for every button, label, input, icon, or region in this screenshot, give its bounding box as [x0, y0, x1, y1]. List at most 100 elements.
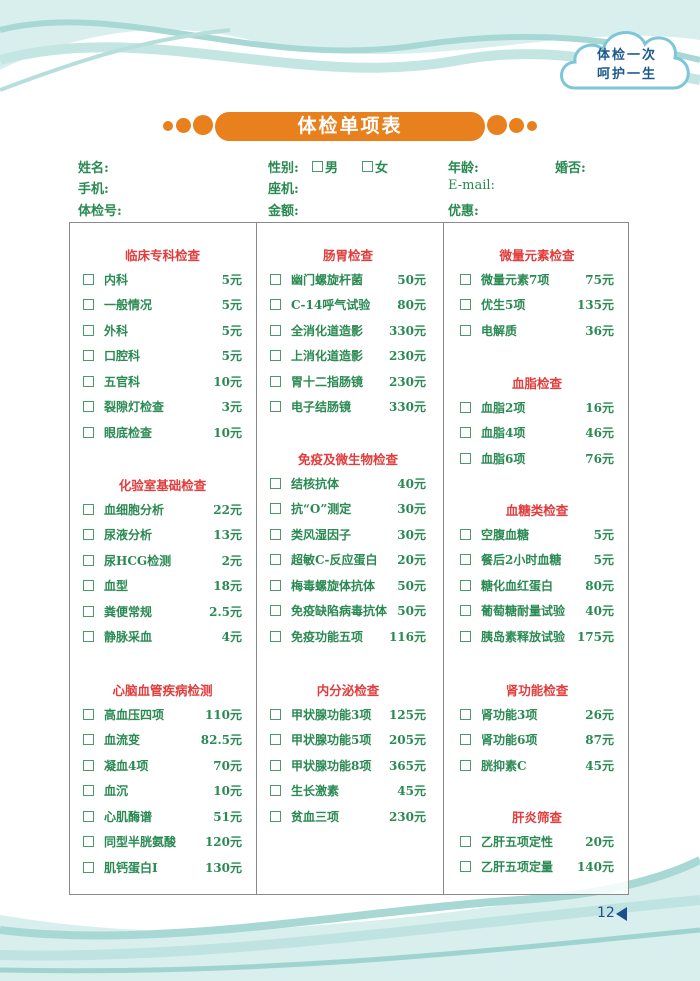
exam-item[interactable]: 免疫功能五项 116元 — [270, 628, 426, 646]
exam-item[interactable]: 血脂6项 76元 — [460, 450, 614, 468]
item-checkbox[interactable] — [460, 554, 471, 565]
item-checkbox[interactable] — [460, 759, 471, 771]
exam-item[interactable]: 免疫缺陷病毒抗体 50元 — [270, 602, 426, 620]
exam-item[interactable]: 优生5项 135元 — [460, 296, 614, 314]
exam-item[interactable]: 静脉采血 4元 — [83, 628, 242, 646]
exam-item[interactable]: C-14呼气试验 80元 — [270, 296, 426, 314]
item-checkbox[interactable] — [83, 299, 94, 310]
exam-item[interactable]: 上消化道造影 230元 — [270, 347, 426, 365]
item-checkbox[interactable] — [460, 427, 471, 438]
item-checkbox[interactable] — [83, 836, 94, 847]
item-checkbox[interactable] — [83, 605, 94, 617]
item-checkbox[interactable] — [83, 708, 94, 720]
item-checkbox[interactable] — [83, 734, 94, 745]
exam-item[interactable]: 高血压四项 110元 — [83, 706, 242, 724]
exam-item[interactable]: 尿液分析 13元 — [83, 526, 242, 544]
exam-item[interactable]: 内科 5元 — [83, 271, 242, 289]
exam-item[interactable]: 血细胞分析 22元 — [83, 501, 242, 519]
exam-item[interactable]: 血流变 82.5元 — [83, 731, 242, 749]
item-checkbox[interactable] — [83, 631, 94, 642]
item-checkbox[interactable] — [270, 350, 281, 361]
item-checkbox[interactable] — [270, 605, 281, 616]
exam-item[interactable]: 同型半胱氨酸 120元 — [83, 833, 242, 851]
exam-item[interactable]: 口腔科 5元 — [83, 347, 242, 365]
exam-item[interactable]: 血脂4项 46元 — [460, 424, 614, 442]
exam-item[interactable]: 凝血4项 70元 — [83, 757, 242, 775]
item-checkbox[interactable] — [83, 503, 94, 515]
exam-item[interactable]: 血脂2项 16元 — [460, 399, 614, 417]
exam-item[interactable]: 糖化血红蛋白 80元 — [460, 577, 614, 595]
item-checkbox[interactable] — [460, 324, 471, 336]
exam-item[interactable]: 肌钙蛋白I 130元 — [83, 859, 242, 877]
item-checkbox[interactable] — [270, 708, 281, 720]
exam-item[interactable]: 葡萄糖耐量试验 40元 — [460, 602, 614, 620]
exam-item[interactable]: 心肌酶谱 51元 — [83, 808, 242, 826]
exam-item[interactable]: 超敏C-反应蛋白 20元 — [270, 551, 426, 569]
item-checkbox[interactable] — [460, 579, 471, 591]
exam-item[interactable]: 甲状腺功能8项 365元 — [270, 757, 426, 775]
item-checkbox[interactable] — [270, 401, 281, 412]
exam-item[interactable]: 尿HCG检测 2元 — [83, 552, 242, 570]
item-checkbox[interactable] — [83, 375, 94, 387]
exam-item[interactable]: 全消化道造影 330元 — [270, 322, 426, 340]
item-checkbox[interactable] — [270, 759, 281, 771]
exam-item[interactable]: 一般情况 5元 — [83, 296, 242, 314]
item-checkbox[interactable] — [270, 785, 281, 796]
exam-item[interactable]: 胱抑素C 45元 — [460, 757, 614, 775]
item-checkbox[interactable] — [460, 630, 471, 642]
exam-item[interactable]: 粪便常规 2.5元 — [83, 603, 242, 621]
item-checkbox[interactable] — [460, 708, 471, 720]
item-checkbox[interactable] — [270, 734, 281, 745]
item-checkbox[interactable] — [83, 785, 94, 796]
exam-item[interactable]: 幽门螺旋杆菌 50元 — [270, 271, 426, 289]
exam-item[interactable]: 乙肝五项定量 140元 — [460, 858, 614, 876]
exam-item[interactable]: 肾功能3项 26元 — [460, 706, 614, 724]
exam-item[interactable]: 生长激素 45元 — [270, 782, 426, 800]
exam-item[interactable]: 乙肝五项定性 20元 — [460, 833, 614, 851]
item-checkbox[interactable] — [460, 528, 471, 540]
exam-item[interactable]: 梅毒螺旋体抗体 50元 — [270, 577, 426, 595]
exam-item[interactable]: 类风湿因子 30元 — [270, 526, 426, 544]
exam-item[interactable]: 胰岛素释放试验 175元 — [460, 628, 614, 646]
exam-item[interactable]: 电子结肠镜 330元 — [270, 398, 426, 416]
item-checkbox[interactable] — [270, 299, 281, 310]
female-checkbox[interactable]: 女 — [362, 157, 388, 176]
exam-item[interactable]: 血沉 10元 — [83, 782, 242, 800]
item-checkbox[interactable] — [83, 273, 94, 285]
item-checkbox[interactable] — [460, 452, 471, 464]
exam-item[interactable]: 结核抗体 40元 — [270, 475, 426, 493]
exam-item[interactable]: 五官科 10元 — [83, 373, 242, 391]
item-checkbox[interactable] — [460, 605, 471, 616]
item-checkbox[interactable] — [270, 554, 281, 565]
item-checkbox[interactable] — [270, 375, 281, 387]
item-checkbox[interactable] — [83, 529, 94, 540]
item-checkbox[interactable] — [460, 299, 471, 310]
item-checkbox[interactable] — [270, 630, 281, 642]
item-checkbox[interactable] — [83, 759, 94, 771]
item-checkbox[interactable] — [83, 426, 94, 438]
item-checkbox[interactable] — [83, 861, 94, 873]
exam-item[interactable]: 甲状腺功能3项 125元 — [270, 706, 426, 724]
exam-item[interactable]: 餐后2小时血糖 5元 — [460, 551, 614, 569]
item-checkbox[interactable] — [270, 324, 281, 336]
exam-item[interactable]: 微量元素7项 75元 — [460, 271, 614, 289]
item-checkbox[interactable] — [270, 810, 281, 822]
item-checkbox[interactable] — [83, 401, 94, 412]
item-checkbox[interactable] — [270, 273, 281, 285]
item-checkbox[interactable] — [460, 861, 471, 872]
exam-item[interactable]: 抗“O”测定 30元 — [270, 500, 426, 518]
item-checkbox[interactable] — [83, 324, 94, 336]
item-checkbox[interactable] — [460, 401, 471, 413]
item-checkbox[interactable] — [270, 477, 281, 489]
item-checkbox[interactable] — [460, 734, 471, 745]
exam-item[interactable]: 电解质 36元 — [460, 322, 614, 340]
exam-item[interactable]: 血型 18元 — [83, 577, 242, 595]
exam-item[interactable]: 肾功能6项 87元 — [460, 731, 614, 749]
exam-item[interactable]: 眼底检查 10元 — [83, 424, 242, 442]
exam-item[interactable]: 贫血三项 230元 — [270, 808, 426, 826]
item-checkbox[interactable] — [460, 835, 471, 847]
item-checkbox[interactable] — [83, 580, 94, 591]
item-checkbox[interactable] — [83, 350, 94, 361]
male-checkbox[interactable]: 男 — [312, 157, 338, 176]
item-checkbox[interactable] — [270, 579, 281, 591]
